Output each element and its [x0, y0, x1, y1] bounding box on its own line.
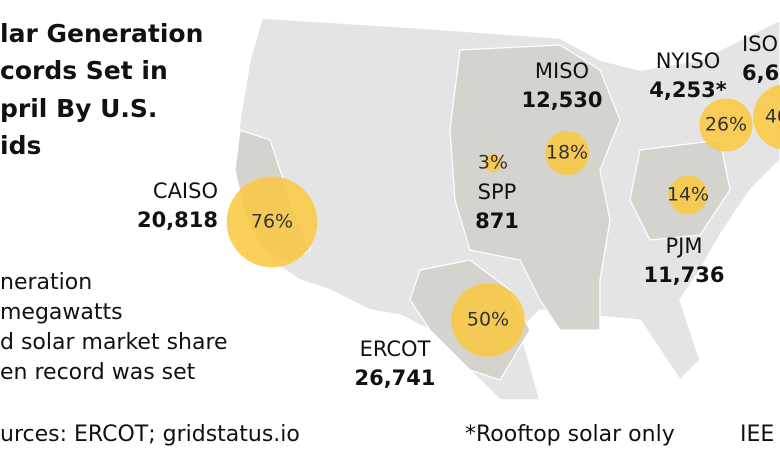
- region-generation: 20,818: [137, 208, 218, 232]
- region-generation: 12,530: [521, 88, 602, 112]
- share-label: 14%: [667, 184, 709, 206]
- title-line: ids: [0, 131, 41, 160]
- share-label: 40%: [765, 106, 780, 128]
- region-generation: 4,253*: [649, 78, 726, 102]
- share-label: 3%: [478, 152, 508, 174]
- title-line: lar Generation: [0, 19, 203, 48]
- credit: IEE: [740, 422, 774, 447]
- share-label: 50%: [467, 309, 509, 331]
- share-bubble: [699, 98, 753, 152]
- share-bubble: [668, 175, 708, 215]
- bubbles: 76% 3% 18% 50% 14% 26% 40%: [226, 84, 780, 357]
- region-generation: 11,736: [643, 263, 724, 287]
- title-line: cords Set in: [0, 56, 168, 85]
- region-name: CAISO: [153, 179, 218, 203]
- share-label: 18%: [546, 142, 588, 164]
- legend-line: d solar market share: [0, 330, 228, 355]
- region-name: ERCOT: [360, 337, 431, 361]
- region-name: MISO: [535, 59, 589, 83]
- share-bubble: [544, 130, 590, 176]
- miso-spp-area: [449, 44, 621, 331]
- share-bubble: [226, 176, 318, 268]
- share-bubble: [483, 153, 503, 173]
- region-name: PJM: [666, 234, 703, 258]
- share-bubble: [451, 283, 525, 357]
- region-name: ISO: [742, 32, 778, 56]
- region-generation: 871: [475, 209, 519, 233]
- share-label: 26%: [705, 114, 747, 136]
- region-generation: 6,6: [742, 61, 779, 85]
- legend-line: en record was set: [0, 360, 196, 385]
- legend-line: megawatts: [0, 300, 123, 325]
- share-bubble: [753, 84, 780, 150]
- texts: lar Generation cords Set in pril By U.S.…: [0, 19, 779, 447]
- title-line: pril By U.S.: [0, 94, 157, 123]
- footnote: *Rooftop solar only: [465, 422, 675, 447]
- share-label: 76%: [251, 211, 293, 233]
- sources: urces: ERCOT; gridstatus.io: [0, 422, 300, 447]
- legend-line: neration: [0, 270, 92, 295]
- region-name: NYISO: [656, 49, 721, 73]
- region-name: SPP: [478, 180, 517, 204]
- region-generation: 26,741: [354, 366, 435, 390]
